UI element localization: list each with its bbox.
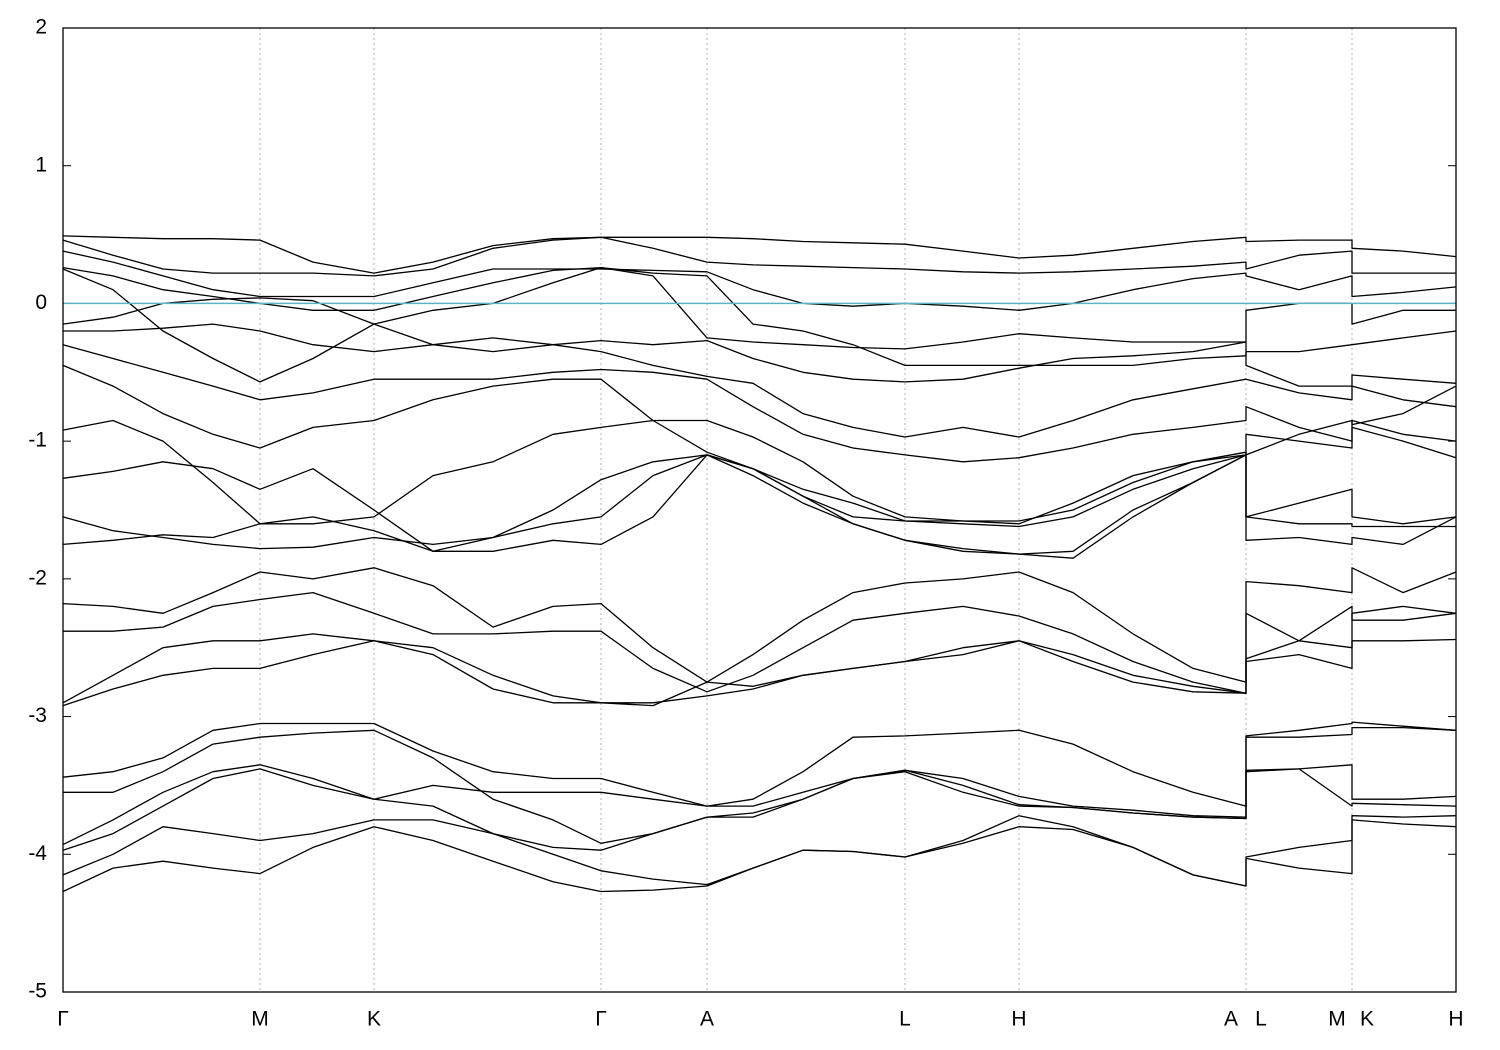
y-tick-label: -5 xyxy=(28,980,47,1003)
band xyxy=(63,726,1457,844)
y-tick-label: -3 xyxy=(28,704,47,727)
band xyxy=(63,591,1457,694)
x-tick-label: L xyxy=(1255,1008,1267,1031)
x-tick-label: H xyxy=(1011,1008,1026,1031)
band xyxy=(62,764,1457,846)
x-tick-label: Γ xyxy=(595,1008,607,1031)
band xyxy=(62,768,1457,851)
band xyxy=(62,605,1457,707)
band xyxy=(62,297,1457,387)
band xyxy=(62,235,1457,274)
x-tick-label: A xyxy=(1224,1008,1238,1031)
x-tick-label: K xyxy=(1360,1008,1374,1031)
band xyxy=(62,344,1457,463)
band xyxy=(62,266,1456,350)
band xyxy=(62,451,1456,550)
y-tick-label: -4 xyxy=(28,842,47,865)
plot-frame xyxy=(62,27,1457,993)
band xyxy=(62,633,1457,704)
x-tick-label: A xyxy=(700,1008,714,1031)
x-tick-label: K xyxy=(367,1008,381,1031)
y-tick-label: -1 xyxy=(28,429,47,452)
x-tick-label: M xyxy=(251,1008,269,1031)
band xyxy=(62,236,1456,277)
band xyxy=(62,819,1457,893)
x-tick-label: Γ xyxy=(57,1008,69,1031)
y-tick-label: 0 xyxy=(35,291,47,314)
x-tick-label: L xyxy=(899,1008,911,1031)
band xyxy=(62,815,1457,887)
x-tick-label: M xyxy=(1328,1008,1346,1031)
y-tick-label: 1 xyxy=(35,153,47,176)
band xyxy=(62,454,1457,552)
band xyxy=(62,364,1457,525)
band xyxy=(62,721,1457,807)
band xyxy=(62,250,1457,311)
band xyxy=(62,567,1457,683)
band xyxy=(63,323,1457,438)
x-tick-label: H xyxy=(1448,1008,1463,1031)
band xyxy=(62,385,1457,555)
y-tick-label: 2 xyxy=(35,16,47,39)
y-tick-label: -2 xyxy=(28,566,47,589)
band xyxy=(62,266,1457,383)
band xyxy=(62,454,1457,559)
